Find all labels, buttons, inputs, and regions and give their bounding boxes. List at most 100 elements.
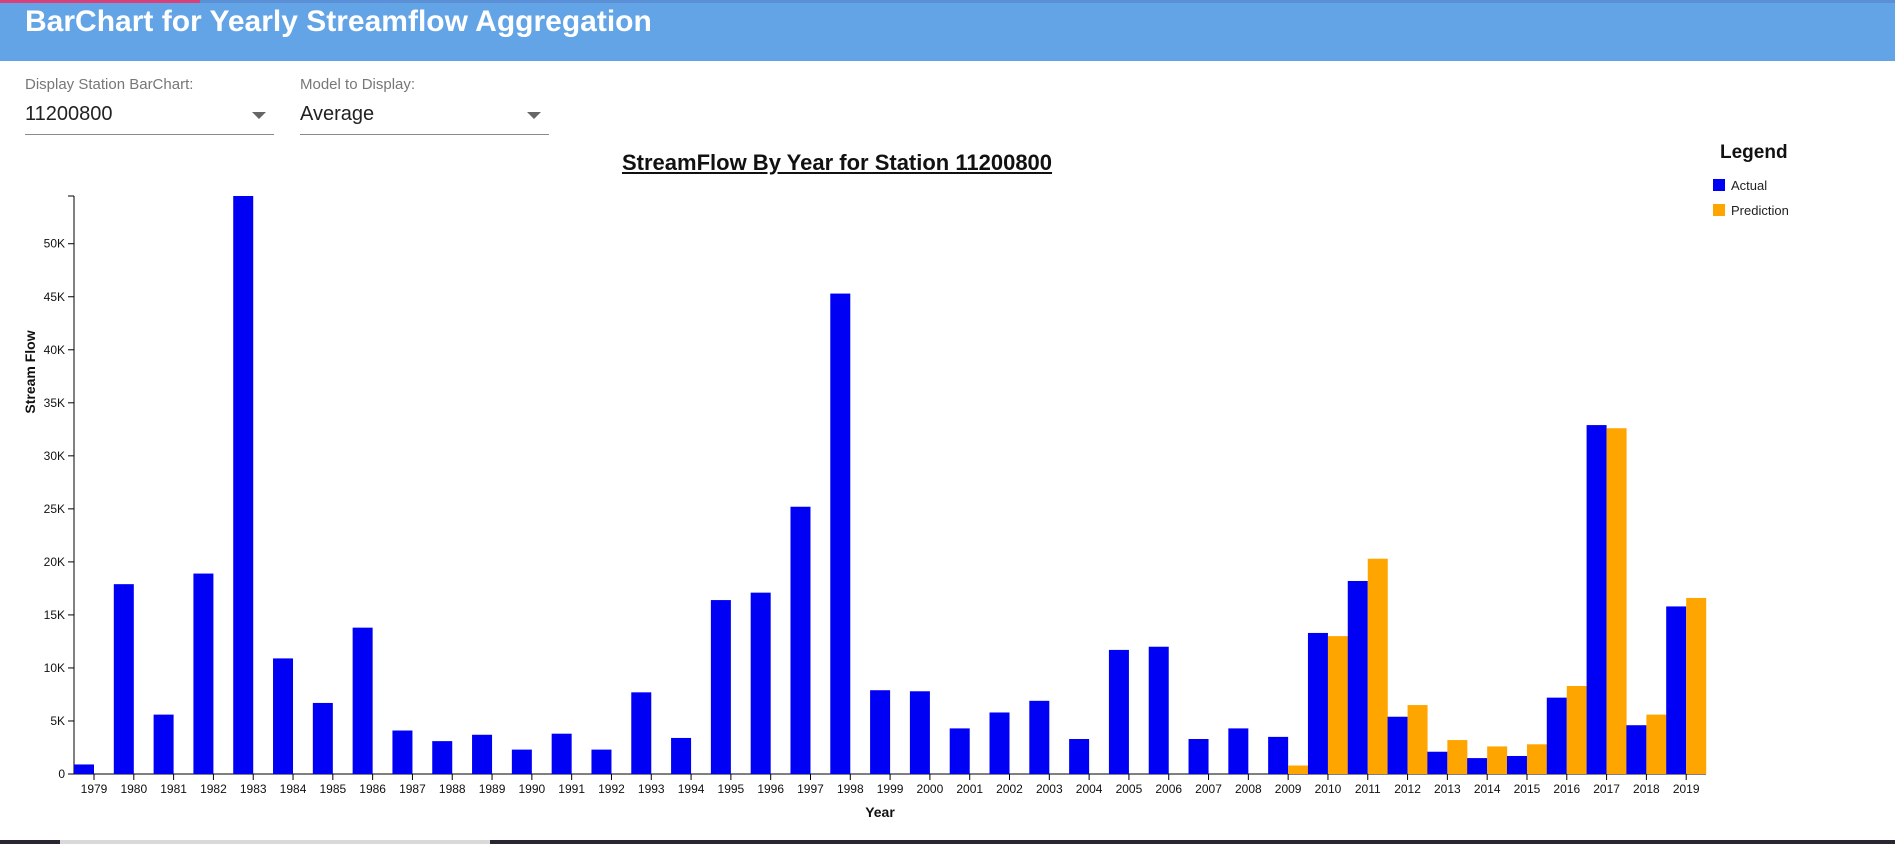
model-select-underline [300, 134, 549, 135]
bar-actual [830, 293, 851, 774]
x-tick-label: 1991 [558, 782, 585, 796]
bar-actual [1148, 646, 1169, 774]
bar-actual [1307, 632, 1328, 774]
bar-actual [1347, 580, 1368, 774]
y-tick-label: 0 [58, 767, 65, 781]
bar-actual [432, 741, 453, 774]
x-tick-label: 2006 [1155, 782, 1182, 796]
station-select[interactable]: Display Station BarChart: 11200800 [25, 76, 274, 135]
model-select-label: Model to Display: [300, 76, 416, 93]
x-tick-label: 1980 [120, 782, 147, 796]
y-tick-label: 50K [44, 237, 65, 251]
top-accent-pink [0, 0, 200, 3]
y-tick-label: 20K [44, 555, 65, 569]
x-axis-label: Year [865, 804, 895, 820]
legend-swatch-actual [1713, 179, 1725, 191]
x-tick-label: 2009 [1275, 782, 1302, 796]
x-tick-label: 2017 [1593, 782, 1620, 796]
bar-actual [790, 506, 811, 774]
y-tick-label: 10K [44, 661, 65, 675]
x-tick-label: 2007 [1195, 782, 1222, 796]
x-tick-label: 2005 [1116, 782, 1143, 796]
chart-title: StreamFlow By Year for Station 11200800 [622, 150, 1053, 175]
legend-item-actual: Actual [1713, 178, 1767, 193]
y-tick-label: 45K [44, 290, 65, 304]
x-tick-label: 1994 [678, 782, 705, 796]
x-tick-label: 1989 [479, 782, 506, 796]
y-tick-label: 5K [50, 714, 65, 728]
model-select-value[interactable]: Average [300, 103, 375, 125]
y-axis-label: Stream Flow [22, 330, 38, 413]
x-tick-label: 1995 [718, 782, 745, 796]
top-accent-strip [0, 0, 1895, 3]
bar-actual [1546, 697, 1567, 774]
bar-actual [273, 658, 294, 774]
bar-prediction [1487, 746, 1508, 774]
bar-actual [1467, 758, 1488, 774]
bar-actual [511, 749, 532, 774]
bottom-strip [0, 840, 1895, 844]
legend-label-actual: Actual [1731, 178, 1768, 193]
bar-actual [671, 737, 692, 774]
bar-actual [233, 196, 254, 774]
bar-prediction [1367, 558, 1388, 774]
x-tick-label: 2010 [1315, 782, 1342, 796]
x-tick-label: 1993 [638, 782, 665, 796]
bar-actual [153, 714, 174, 774]
x-tick-label: 2000 [917, 782, 944, 796]
x-tick-label: 1981 [160, 782, 187, 796]
x-tick-label: 1998 [837, 782, 864, 796]
bar-actual [949, 728, 970, 774]
y-tick-label: 40K [44, 343, 65, 357]
bar-actual [631, 692, 652, 774]
bar-actual [352, 627, 373, 774]
bar-prediction [1526, 744, 1547, 774]
bar-actual [1228, 728, 1249, 774]
y-tick-label: 35K [44, 396, 65, 410]
bar-actual [74, 764, 94, 774]
bar-prediction [1407, 705, 1428, 774]
x-tick-label: 2001 [956, 782, 983, 796]
y-tick-label: 25K [44, 502, 65, 516]
bar-actual [472, 734, 493, 774]
bar-actual [1586, 425, 1607, 774]
x-tick-label: 1983 [240, 782, 267, 796]
bar-actual [113, 584, 134, 774]
bar-prediction [1686, 597, 1707, 774]
bar-actual [1626, 725, 1647, 774]
x-tick-label: 2018 [1633, 782, 1660, 796]
bar-prediction [1646, 714, 1667, 774]
bar-prediction [1447, 740, 1468, 774]
y-tick-label: 15K [44, 608, 65, 622]
bar-actual [1427, 751, 1448, 774]
bar-actual [870, 690, 891, 774]
station-select-underline [25, 134, 274, 135]
bar-prediction [1327, 636, 1348, 774]
model-select[interactable]: Model to Display: Average [300, 76, 549, 135]
bar-prediction [1606, 428, 1627, 774]
x-tick-label: 2003 [1036, 782, 1063, 796]
chevron-down-icon[interactable] [252, 112, 266, 119]
x-tick-label: 1999 [877, 782, 904, 796]
bar-actual [1188, 739, 1209, 774]
page-title: BarChart for Yearly Streamflow Aggregati… [25, 5, 652, 38]
x-tick-label: 2011 [1355, 782, 1381, 796]
app-bar: BarChart for Yearly Streamflow Aggregati… [0, 0, 1895, 61]
bar-actual [1387, 716, 1408, 774]
bar-actual [1666, 606, 1687, 774]
x-tick-label: 2014 [1474, 782, 1501, 796]
bar-actual [750, 592, 771, 774]
x-tick-label: 2002 [996, 782, 1023, 796]
x-tick-label: 2013 [1434, 782, 1461, 796]
station-select-value[interactable]: 11200800 [25, 103, 113, 125]
x-tick-label: 1988 [439, 782, 466, 796]
x-tick-label: 2015 [1514, 782, 1541, 796]
chevron-down-icon[interactable] [527, 112, 541, 119]
bar-actual [591, 749, 612, 774]
bar-actual [392, 730, 413, 774]
bar-actual [989, 712, 1010, 774]
x-tick-label: 1986 [359, 782, 386, 796]
x-tick-label: 1979 [81, 782, 108, 796]
x-tick-label: 2012 [1394, 782, 1421, 796]
